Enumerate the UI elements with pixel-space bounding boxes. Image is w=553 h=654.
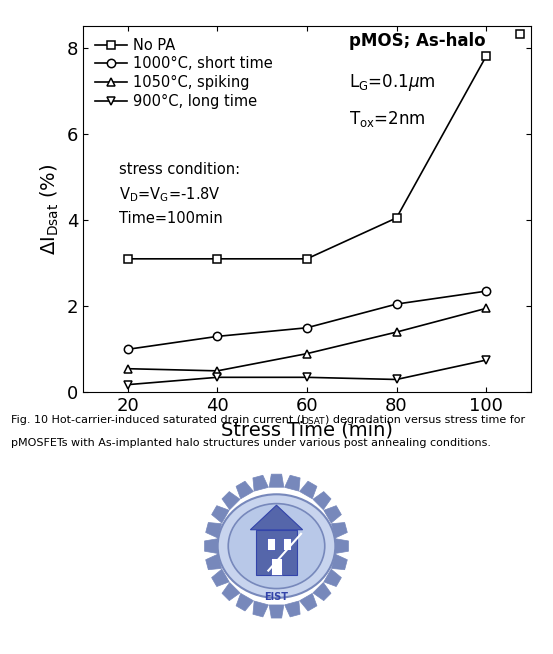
Text: pMOS; As-halo: pMOS; As-halo <box>349 31 486 50</box>
Polygon shape <box>236 593 253 611</box>
Legend: No PA, 1000°C, short time, 1050°C, spiking, 900°C, long time: No PA, 1000°C, short time, 1050°C, spiki… <box>90 33 276 113</box>
Line: No PA: No PA <box>123 52 491 263</box>
Ellipse shape <box>228 504 325 589</box>
Polygon shape <box>206 523 222 538</box>
Ellipse shape <box>218 494 335 598</box>
Polygon shape <box>300 593 317 611</box>
Polygon shape <box>253 601 268 617</box>
1050°C, spiking <box>304 350 310 358</box>
1050°C, spiking <box>483 305 489 313</box>
1000°C, short time <box>304 324 310 332</box>
Polygon shape <box>222 583 240 600</box>
No PA <box>393 214 400 222</box>
Text: stress condition:
V$_{\rm D}$=V$_{\rm G}$=-1.8V
Time=100min: stress condition: V$_{\rm D}$=V$_{\rm G}… <box>119 162 240 226</box>
Line: 900°C, long time: 900°C, long time <box>123 356 491 389</box>
Polygon shape <box>222 492 240 509</box>
Polygon shape <box>269 605 284 618</box>
Polygon shape <box>206 554 222 570</box>
Bar <box>283 538 291 550</box>
1000°C, short time <box>393 300 400 308</box>
Text: Fig. 10 Hot-carrier-induced saturated drain current (I: Fig. 10 Hot-carrier-induced saturated dr… <box>11 415 305 425</box>
Polygon shape <box>324 506 341 523</box>
Line: 1050°C, spiking: 1050°C, spiking <box>123 304 491 375</box>
1000°C, short time <box>483 287 489 295</box>
No PA <box>483 52 489 60</box>
Polygon shape <box>269 474 284 487</box>
1050°C, spiking <box>124 365 131 373</box>
FancyBboxPatch shape <box>256 530 297 575</box>
Polygon shape <box>212 569 229 587</box>
Text: pMOSFETs with As-implanted halo structures under various post annealing conditio: pMOSFETs with As-implanted halo structur… <box>11 438 491 448</box>
Polygon shape <box>313 492 331 509</box>
Text: T$_{\rm ox}$=2nm: T$_{\rm ox}$=2nm <box>349 109 426 129</box>
Polygon shape <box>324 569 341 587</box>
900°C, long time <box>393 375 400 383</box>
Polygon shape <box>205 539 218 553</box>
900°C, long time <box>124 381 131 388</box>
Polygon shape <box>253 475 268 491</box>
Polygon shape <box>331 554 347 570</box>
Line: 1000°C, short time: 1000°C, short time <box>123 287 491 353</box>
Y-axis label: $\Delta$I$_{\rm Dsat}$ (%): $\Delta$I$_{\rm Dsat}$ (%) <box>39 164 61 255</box>
Polygon shape <box>251 505 302 530</box>
Polygon shape <box>300 481 317 499</box>
900°C, long time <box>483 356 489 364</box>
900°C, long time <box>214 373 221 381</box>
Polygon shape <box>285 475 300 491</box>
Text: L$_{\rm G}$=0.1$\mu$m: L$_{\rm G}$=0.1$\mu$m <box>349 72 436 93</box>
900°C, long time <box>304 373 310 381</box>
Text: ) degradation versus stress time for: ) degradation versus stress time for <box>325 415 525 425</box>
No PA <box>304 255 310 263</box>
Polygon shape <box>236 481 253 499</box>
Polygon shape <box>335 539 348 553</box>
1000°C, short time <box>124 345 131 353</box>
Polygon shape <box>331 523 347 538</box>
Bar <box>267 538 275 550</box>
Bar <box>271 559 282 575</box>
Text: EIST: EIST <box>264 592 289 602</box>
Text: DSAT: DSAT <box>301 417 325 426</box>
1050°C, spiking <box>214 367 221 375</box>
No PA <box>214 255 221 263</box>
X-axis label: Stress Time (min): Stress Time (min) <box>221 421 393 440</box>
Polygon shape <box>285 601 300 617</box>
No PA <box>124 255 131 263</box>
Polygon shape <box>313 583 331 600</box>
1050°C, spiking <box>393 328 400 336</box>
1000°C, short time <box>214 332 221 340</box>
Polygon shape <box>212 506 229 523</box>
